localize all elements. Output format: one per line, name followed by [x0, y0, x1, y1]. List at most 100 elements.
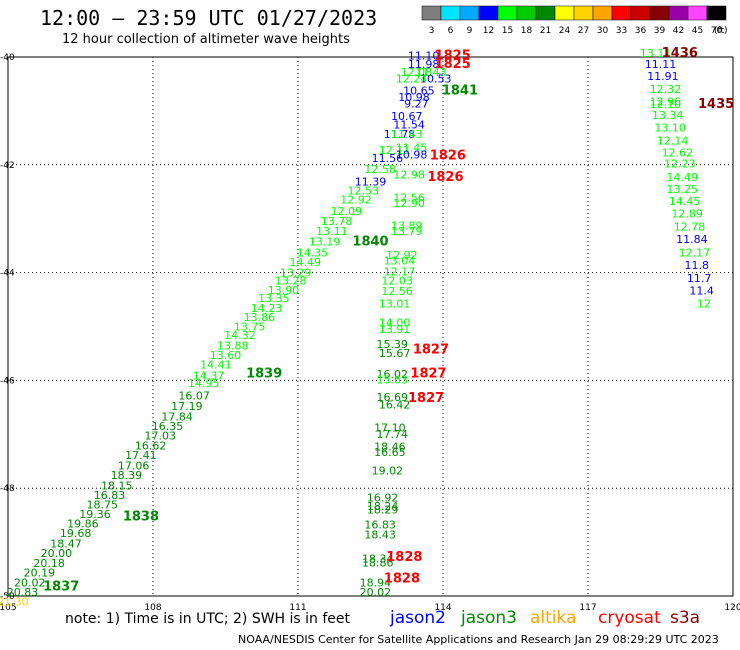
mission-jason2-label: jason2	[390, 608, 446, 628]
lon-tick-label: 114	[434, 603, 451, 613]
wave-height-value: 12.14	[657, 134, 689, 147]
mission-cryosat-label: cryosat	[598, 608, 661, 628]
wave-height-value: 11.84	[676, 233, 708, 246]
wave-height-value: 13.86	[244, 311, 276, 324]
footer-note: note: 1) Time is in UTC; 2) SWH is in fe…	[65, 611, 351, 627]
pass-time-label: 1841	[442, 84, 478, 99]
wave-height-value: 14.32	[224, 329, 256, 342]
wave-height-value: 14.35	[297, 246, 329, 259]
wave-height-value: 18.46	[374, 440, 406, 453]
wave-height-value: 13.78	[321, 215, 353, 228]
wave-height-value: 13.01	[379, 298, 411, 311]
wave-height-value: 9.27	[404, 98, 429, 111]
wave-height-value: 20.02	[14, 576, 46, 589]
wave-height-value: 18.34	[362, 553, 394, 566]
wave-height-value: 19.86	[67, 518, 99, 531]
wave-height-value: 18.47	[50, 537, 82, 550]
legend-label: 18	[521, 26, 533, 36]
legend-label: 24	[559, 26, 571, 36]
wave-height-value: 12.24	[396, 72, 428, 85]
wave-height-value: 17.19	[171, 400, 203, 413]
pass-time-label: 1837	[43, 580, 79, 595]
wave-height-value: 16.62	[135, 439, 167, 452]
legend-label: 6	[448, 26, 454, 36]
pass-time-label: 1827	[408, 391, 444, 406]
wave-height-value: 11.43	[391, 128, 423, 141]
wave-height-value: 14.41	[200, 359, 232, 372]
wave-height-value: 12.23	[664, 157, 696, 170]
lon-tick-label: 117	[579, 603, 596, 613]
wave-height-value: 13.04	[384, 255, 416, 268]
pass-time-label: 1827	[410, 367, 446, 382]
page-subtitle: 12 hour collection of altimeter wave hei…	[62, 32, 350, 47]
wave-height-value: 11.43	[415, 66, 447, 79]
wave-height-value: 12.56	[381, 285, 413, 298]
lat-tick-label: -48	[0, 484, 15, 494]
wave-height-value: 20.83	[7, 586, 39, 599]
wave-height-value: 11.7	[687, 272, 712, 285]
wave-height-value: 13.10	[654, 121, 686, 134]
wave-height-value: 14.95	[188, 377, 220, 390]
legend-label: 45	[692, 26, 703, 36]
wave-height-value: 16.69	[377, 391, 409, 404]
lat-tick-label: -50	[0, 592, 15, 602]
legend-label: 39	[654, 26, 666, 36]
mission-jason3-label: jason3	[461, 608, 517, 628]
wave-height-value: 16.07	[178, 389, 210, 402]
wave-height-value: 11.91	[647, 70, 679, 83]
wave-height-value: 13.28	[275, 274, 307, 287]
wave-height-value: 12.98	[393, 168, 425, 181]
wave-height-value: 17.10	[374, 422, 406, 435]
wave-height-value: 13.90	[268, 284, 300, 297]
wave-height-value: 19.02	[372, 465, 404, 478]
pass-time-label: 1839	[246, 367, 282, 382]
wave-height-value: 20.19	[24, 567, 56, 580]
wave-height-value: 11.8	[685, 259, 710, 272]
wave-height-value: 19.68	[60, 527, 92, 540]
legend-label: 33	[616, 26, 627, 36]
wave-height-value: 13.11	[640, 47, 672, 60]
wave-height-value: 18.29	[367, 504, 399, 517]
wave-height-value: 10.98	[396, 148, 428, 161]
wave-height-value: 13.60	[210, 349, 242, 362]
legend-label: 12	[483, 26, 494, 36]
wave-height-value: 19.36	[79, 508, 111, 521]
wave-height-value: 16.42	[379, 398, 411, 411]
wave-height-value: 12.92	[386, 249, 418, 262]
wave-height-value: 13.19	[309, 236, 341, 249]
lat-tick-label: -42	[0, 161, 15, 171]
lon-tick-label: 111	[289, 603, 306, 613]
pass-time-label: 1826	[430, 148, 466, 163]
wave-height-value: 14.00	[379, 317, 411, 330]
pass-time-label: 1827	[413, 342, 449, 357]
pass-time-label: 1840	[352, 235, 388, 250]
legend-label: 30	[597, 26, 609, 36]
wave-height-value: 13.34	[652, 109, 684, 122]
wave-height-value: 11.4	[689, 285, 714, 298]
wave-height-value: 13.88	[217, 340, 249, 353]
legend-label: 36	[635, 26, 647, 36]
pass-time-label: 1825	[435, 49, 471, 64]
legend-label: 27	[578, 26, 589, 36]
wave-height-value: 12.56	[393, 191, 425, 204]
wave-height-value: 18.86	[362, 556, 394, 569]
legend-unit: (ft)	[714, 26, 728, 36]
wave-height-value: 12.10	[650, 98, 682, 111]
wave-height-value: 14.37	[193, 369, 225, 382]
wave-height-value: 10.67	[391, 110, 423, 123]
wave-height-value: 12.96	[650, 96, 682, 109]
pass-time-label: 1825	[435, 57, 471, 72]
lat-tick-label: -40	[0, 53, 15, 63]
pass-time-label: 1435	[698, 97, 734, 112]
legend-label: 3	[429, 26, 435, 36]
wave-height-value: 13.25	[667, 183, 699, 196]
wave-height-value: 12	[697, 298, 711, 311]
pass-time-label: 1838	[123, 510, 159, 525]
wave-height-value: 15.63	[377, 374, 409, 387]
wave-height-value: 12.17	[384, 265, 416, 278]
wave-height-value: 10.98	[398, 91, 430, 104]
wave-height-value: 15.67	[379, 347, 411, 360]
lon-tick-label: 105	[0, 603, 17, 613]
wave-height-value: 16.02	[377, 368, 409, 381]
